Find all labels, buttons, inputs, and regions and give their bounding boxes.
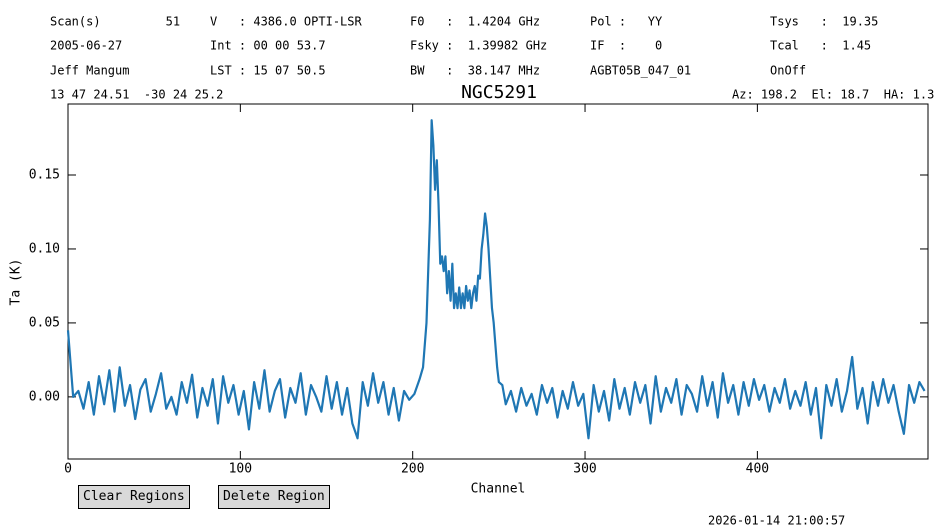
x-tick-label: 200 — [401, 462, 424, 477]
header-field: BW : 38.147 MHz — [410, 64, 540, 78]
header-field: IF : 0 — [590, 39, 662, 53]
x-tick-label: 300 — [573, 462, 596, 477]
y-tick-label: 0.00 — [29, 389, 60, 404]
x-tick-label: 400 — [746, 462, 769, 477]
header-field: V : 4386.0 OPTI-LSR — [210, 15, 362, 29]
clear-regions-button[interactable]: Clear Regions — [78, 485, 190, 509]
header-field: 2005-06-27 — [50, 39, 122, 53]
x-axis-label: Channel — [471, 482, 526, 497]
header-field: Pol : YY — [590, 15, 663, 29]
y-tick-label: 0.15 — [29, 168, 60, 183]
delete-region-button[interactable]: Delete Region — [218, 485, 330, 509]
header-field: Tcal : 1.45 — [770, 39, 871, 53]
header-field: OnOff — [770, 64, 806, 78]
header-field: LST : 15 07 50.5 — [210, 64, 326, 78]
az-el: Az: 198.2 El: 18.7 HA: 1.3 — [732, 88, 934, 102]
header-field: AGBT05B_047_01 — [590, 64, 691, 78]
plot-frame — [67, 103, 929, 460]
timestamp: 2026-01-14 21:00:57 — [708, 514, 845, 528]
chart-title: NGC5291 — [461, 82, 537, 103]
x-tick-label: 0 — [64, 462, 72, 477]
y-axis-label: Ta (K) — [9, 259, 24, 306]
header-field: Jeff Mangum — [50, 64, 129, 78]
header-field: Scan(s) 51 — [50, 15, 180, 29]
y-tick-label: 0.05 — [29, 315, 60, 330]
header-field: F0 : 1.4204 GHz — [410, 15, 540, 29]
header-field: Tsys : 19.35 — [770, 15, 878, 29]
header-field: Int : 00 00 53.7 — [210, 39, 326, 53]
spectrum-line — [66, 119, 926, 440]
x-tick-label: 100 — [229, 462, 252, 477]
coordinates: 13 47 24.51 -30 24 25.2 — [50, 88, 223, 102]
y-tick-label: 0.10 — [29, 241, 60, 256]
header-field: Fsky : 1.39982 GHz — [410, 39, 547, 53]
